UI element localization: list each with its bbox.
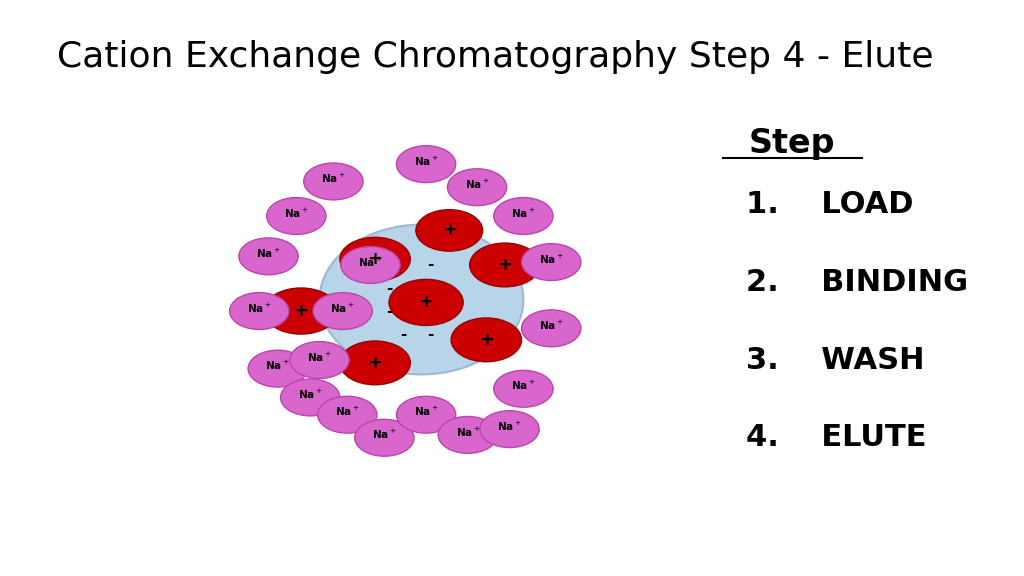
Text: Na$^+$: Na$^+$ bbox=[335, 406, 359, 418]
Circle shape bbox=[290, 342, 349, 378]
Text: +: + bbox=[419, 293, 433, 312]
Text: Na$^+$: Na$^+$ bbox=[511, 380, 536, 392]
Text: Na$^+$: Na$^+$ bbox=[322, 172, 346, 185]
Text: Na$^+$: Na$^+$ bbox=[247, 302, 271, 314]
Circle shape bbox=[229, 293, 289, 329]
Text: Na$^+$: Na$^+$ bbox=[511, 207, 536, 219]
Text: -: - bbox=[399, 327, 407, 342]
Circle shape bbox=[389, 279, 463, 325]
Circle shape bbox=[354, 419, 414, 456]
Text: Na$^+$: Na$^+$ bbox=[498, 420, 522, 433]
Text: Na$^+$: Na$^+$ bbox=[331, 302, 355, 314]
Text: Na$^+$: Na$^+$ bbox=[307, 351, 332, 363]
Ellipse shape bbox=[319, 225, 523, 374]
Circle shape bbox=[317, 396, 377, 433]
Circle shape bbox=[396, 146, 456, 183]
Circle shape bbox=[452, 318, 521, 362]
Text: Na$^+$: Na$^+$ bbox=[256, 247, 281, 260]
Text: 3.    WASH: 3. WASH bbox=[745, 346, 925, 374]
Text: Na$^+$: Na$^+$ bbox=[414, 155, 438, 168]
Text: +: + bbox=[368, 354, 383, 372]
Circle shape bbox=[521, 310, 581, 347]
Text: 4.    ELUTE: 4. ELUTE bbox=[745, 423, 927, 452]
Circle shape bbox=[494, 198, 553, 234]
Text: Cation Exchange Chromatography Step 4 - Elute: Cation Exchange Chromatography Step 4 - … bbox=[57, 40, 934, 74]
Text: Na$^+$: Na$^+$ bbox=[284, 207, 308, 219]
Text: Na$^+$: Na$^+$ bbox=[298, 388, 323, 401]
Circle shape bbox=[416, 210, 482, 251]
Text: Na$^+$: Na$^+$ bbox=[265, 359, 290, 372]
Circle shape bbox=[264, 288, 338, 334]
Text: -: - bbox=[386, 281, 392, 295]
Circle shape bbox=[438, 416, 498, 453]
Circle shape bbox=[313, 293, 373, 329]
Text: +: + bbox=[479, 331, 494, 349]
Circle shape bbox=[304, 163, 364, 200]
Circle shape bbox=[281, 379, 340, 416]
Text: Na$^+$: Na$^+$ bbox=[456, 426, 480, 438]
Text: Na$^+$: Na$^+$ bbox=[539, 253, 563, 266]
Circle shape bbox=[340, 341, 411, 385]
Circle shape bbox=[341, 247, 400, 283]
Circle shape bbox=[340, 237, 411, 281]
Text: -: - bbox=[428, 327, 434, 342]
Circle shape bbox=[447, 169, 507, 206]
Circle shape bbox=[470, 243, 540, 287]
Text: 2.    BINDING: 2. BINDING bbox=[745, 268, 968, 297]
Circle shape bbox=[480, 411, 540, 448]
Text: -: - bbox=[414, 281, 420, 295]
Text: Na$^+$: Na$^+$ bbox=[372, 429, 396, 441]
Text: Na$^+$: Na$^+$ bbox=[539, 319, 563, 332]
Text: Na$^+$: Na$^+$ bbox=[414, 406, 438, 418]
Circle shape bbox=[248, 350, 307, 387]
Text: Na$^+$: Na$^+$ bbox=[358, 256, 383, 268]
Circle shape bbox=[494, 370, 553, 407]
Text: -: - bbox=[441, 281, 447, 295]
Text: -: - bbox=[386, 304, 392, 319]
Text: -: - bbox=[399, 257, 407, 272]
Circle shape bbox=[239, 238, 298, 275]
Text: +: + bbox=[498, 256, 512, 274]
Text: +: + bbox=[441, 221, 457, 240]
Circle shape bbox=[396, 396, 456, 433]
Text: -: - bbox=[428, 257, 434, 272]
Circle shape bbox=[266, 198, 326, 234]
Text: 1.    LOAD: 1. LOAD bbox=[745, 190, 913, 219]
Text: +: + bbox=[294, 302, 308, 320]
Text: -: - bbox=[414, 304, 420, 319]
Text: Na$^+$: Na$^+$ bbox=[465, 178, 489, 191]
Text: Step: Step bbox=[749, 127, 836, 160]
Circle shape bbox=[521, 244, 581, 281]
Text: +: + bbox=[368, 250, 383, 268]
